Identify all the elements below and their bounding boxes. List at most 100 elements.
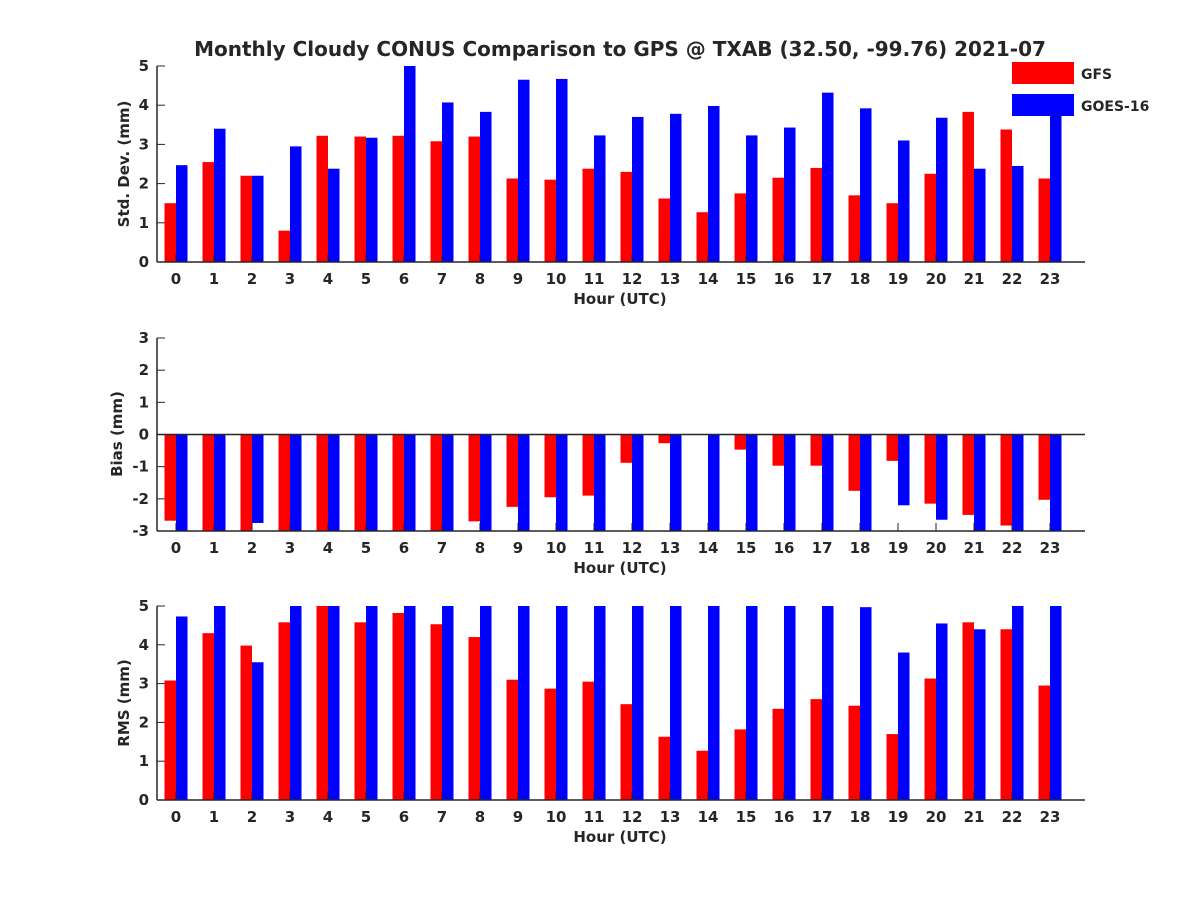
rms-x-tick-label: 22 (1002, 808, 1023, 826)
rms-bar-gfs-hour-5 (354, 622, 366, 800)
std-dev-x-tick-label: 10 (546, 270, 567, 288)
rms-x-tick-label: 12 (622, 808, 643, 826)
std-dev-bar-gfs-hour-10 (544, 179, 556, 262)
rms-bar-goes16-hour-0 (176, 616, 188, 800)
rms-x-tick-label: 18 (850, 808, 871, 826)
legend-swatch-gfs (1012, 62, 1074, 84)
std-dev-bar-gfs-hour-7 (430, 141, 442, 262)
bias-bar-goes16-hour-17 (822, 434, 834, 531)
bias-x-tick-label: 5 (361, 539, 371, 557)
chart-title: Monthly Cloudy CONUS Comparison to GPS @… (194, 37, 1046, 61)
bias-bar-goes16-hour-22 (1012, 434, 1024, 531)
bias-y-tick-label: -1 (132, 458, 149, 476)
rms-x-tick-label: 21 (964, 808, 985, 826)
rms-bar-gfs-hour-2 (240, 645, 252, 800)
std-dev-bar-goes16-hour-11 (594, 135, 606, 262)
legend-swatch-goes16 (1012, 94, 1074, 116)
rms-y-tick-label: 4 (139, 636, 149, 654)
std-dev-x-tick-label: 7 (437, 270, 447, 288)
std-dev-y-tick-label: 3 (139, 135, 149, 153)
bias-x-tick-label: 13 (660, 539, 681, 557)
bias-bar-goes16-hour-12 (632, 434, 644, 531)
rms-bar-gfs-hour-11 (582, 681, 594, 800)
bias-bar-gfs-hour-19 (886, 434, 898, 461)
std-dev-bar-goes16-hour-10 (556, 78, 568, 262)
std-dev-bar-gfs-hour-4 (316, 135, 328, 262)
std-dev-bar-goes16-hour-22 (1012, 165, 1024, 262)
rms-bar-goes16-hour-22 (1012, 606, 1024, 800)
bias-bar-goes16-hour-23 (1050, 434, 1062, 531)
rms-bar-gfs-hour-21 (962, 622, 974, 800)
bias-x-tick-label: 14 (698, 539, 719, 557)
rms-bar-goes16-hour-19 (898, 652, 910, 800)
rms-x-tick-label: 8 (475, 808, 485, 826)
std-dev-bar-goes16-hour-7 (442, 102, 454, 263)
rms-bar-goes16-hour-7 (442, 606, 454, 800)
rms-bar-goes16-hour-16 (784, 606, 796, 800)
rms-x-tick-label: 23 (1040, 808, 1061, 826)
rms-bar-goes16-hour-23 (1050, 606, 1062, 800)
rms-x-axis-label: Hour (UTC) (573, 828, 666, 846)
bias-bar-goes16-hour-2 (252, 434, 264, 523)
std-dev-bar-gfs-hour-12 (620, 171, 632, 262)
std-dev-bar-gfs-hour-9 (506, 178, 518, 262)
std-dev-y-tick-label: 5 (139, 57, 149, 75)
bias-bar-goes16-hour-0 (176, 434, 188, 531)
std-dev-bar-gfs-hour-11 (582, 168, 594, 262)
bias-bar-gfs-hour-10 (544, 434, 556, 498)
std-dev-bar-goes16-hour-14 (708, 105, 720, 262)
rms-bar-goes16-hour-10 (556, 606, 568, 800)
std-dev-bar-goes16-hour-4 (328, 168, 340, 262)
rms-bar-goes16-hour-6 (404, 606, 416, 800)
rms-bar-gfs-hour-3 (278, 622, 290, 800)
std-dev-bar-goes16-hour-16 (784, 127, 796, 262)
bias-x-tick-label: 11 (584, 539, 605, 557)
bias-x-tick-label: 17 (812, 539, 833, 557)
rms-bar-goes16-hour-3 (290, 606, 302, 800)
bias-x-tick-label: 16 (774, 539, 795, 557)
rms-y-axis-label: RMS (mm) (115, 659, 133, 746)
std-dev-bar-goes16-hour-0 (176, 165, 188, 262)
bias-bar-gfs-hour-6 (392, 434, 404, 531)
bias-bar-goes16-hour-15 (746, 434, 758, 531)
bias-bar-goes16-hour-9 (518, 434, 530, 531)
std-dev-bar-gfs-hour-20 (924, 173, 936, 262)
rms-bar-gfs-hour-20 (924, 678, 936, 800)
bias-bar-gfs-hour-8 (468, 434, 480, 522)
std-dev-y-tick-label: 4 (139, 96, 149, 114)
bias-bar-goes16-hour-21 (974, 434, 986, 531)
std-dev-x-tick-label: 5 (361, 270, 371, 288)
bias-bar-goes16-hour-11 (594, 434, 606, 531)
bias-bar-gfs-hour-3 (278, 434, 290, 531)
bias-x-tick-label: 23 (1040, 539, 1061, 557)
bias-x-tick-label: 8 (475, 539, 485, 557)
rms-bar-gfs-hour-1 (202, 633, 214, 800)
bias-x-axis-label: Hour (UTC) (573, 559, 666, 577)
bias-bar-gfs-hour-16 (772, 434, 784, 466)
rms-x-tick-label: 2 (247, 808, 257, 826)
bias-bar-goes16-hour-20 (936, 434, 948, 520)
std-dev-x-tick-label: 16 (774, 270, 795, 288)
std-dev-bar-gfs-hour-18 (848, 195, 860, 262)
bias-bar-gfs-hour-23 (1038, 434, 1050, 500)
rms-bar-goes16-hour-18 (860, 607, 872, 800)
std-dev-bar-goes16-hour-12 (632, 116, 644, 263)
bias-bar-gfs-hour-7 (430, 434, 442, 531)
legend: GFS GOES-16 (1012, 62, 1149, 116)
std-dev-x-tick-label: 0 (171, 270, 181, 288)
std-dev-bar-gfs-hour-5 (354, 136, 366, 262)
rms-bar-gfs-hour-4 (316, 606, 328, 800)
std-dev-x-tick-label: 22 (1002, 270, 1023, 288)
rms-x-tick-label: 10 (546, 808, 567, 826)
rms-bar-goes16-hour-2 (252, 662, 264, 800)
bias-x-tick-label: 2 (247, 539, 257, 557)
rms-bar-goes16-hour-14 (708, 606, 720, 800)
std-dev-x-tick-label: 3 (285, 270, 295, 288)
std-dev-bar-gfs-hour-6 (392, 135, 404, 262)
std-dev-y-axis-label: Std. Dev. (mm) (115, 101, 133, 228)
std-dev-x-tick-label: 4 (323, 270, 333, 288)
bias-bar-gfs-hour-18 (848, 434, 860, 491)
std-dev-x-tick-label: 20 (926, 270, 947, 288)
